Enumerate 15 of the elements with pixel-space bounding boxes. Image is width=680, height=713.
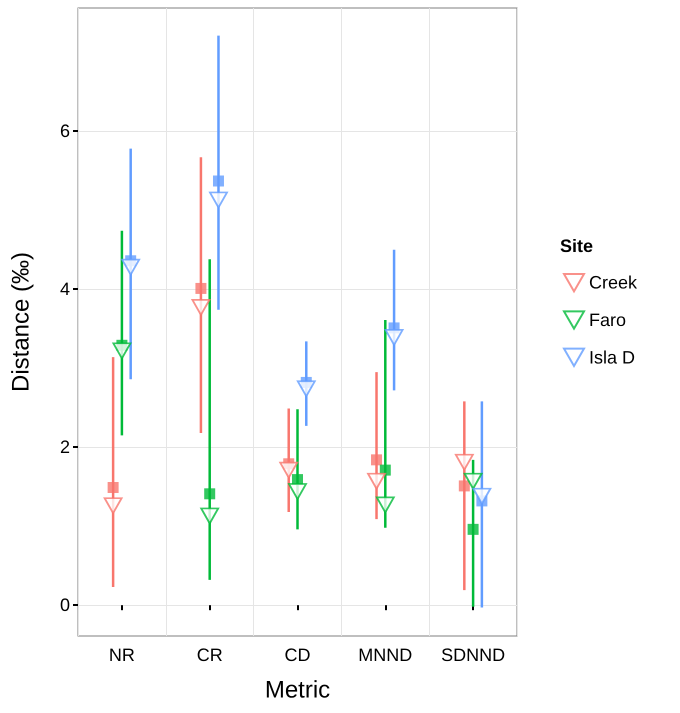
legend-label: Isla D [589,347,636,368]
legend-label: Faro [589,310,626,330]
x-tick-label: NR [108,645,135,665]
legend-title: Site [560,236,594,256]
y-tick-label: 6 [60,121,70,142]
y-axis-title: Distance (‰) [8,252,34,392]
y-tick-label: 4 [60,279,70,300]
y-tick-label: 0 [60,595,70,616]
x-tick-label: SDNND [441,645,506,665]
x-axis-title: Metric [264,676,330,704]
x-tick-label: CR [196,645,223,665]
x-tick-label: CD [284,645,310,665]
legend-label: Creek [589,272,638,293]
x-tick-label: MNND [358,645,412,665]
y-tick-label: 2 [60,437,70,458]
